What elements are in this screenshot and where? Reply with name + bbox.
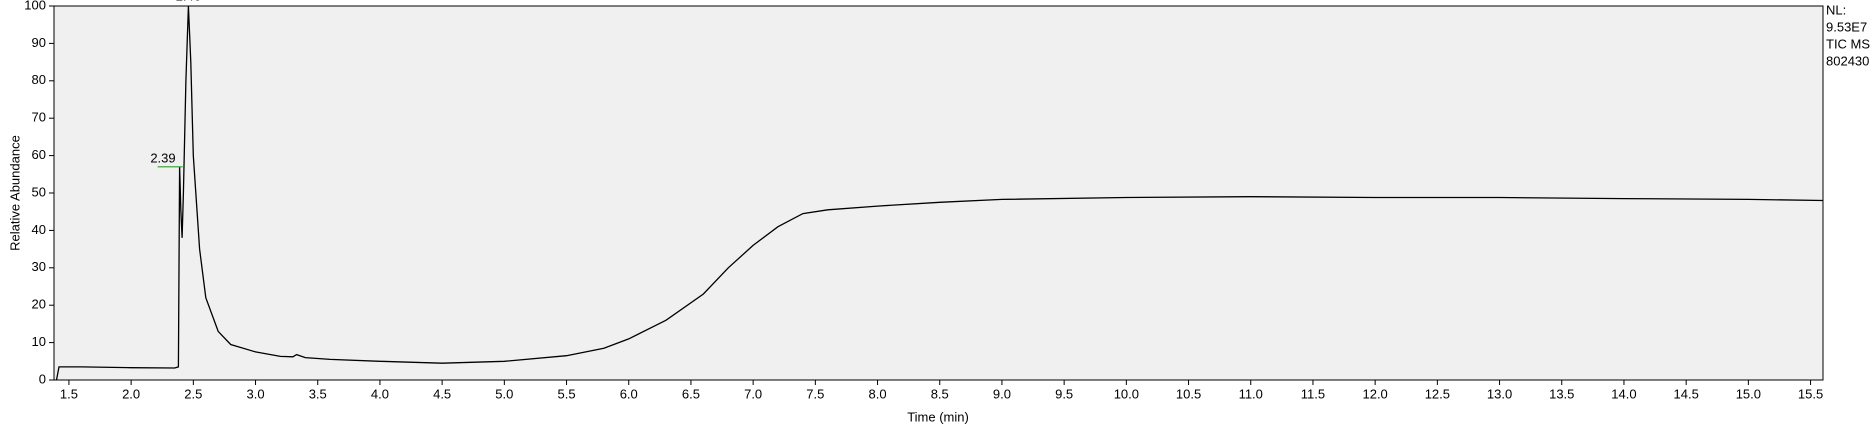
x-tick-label: 2.0 <box>122 386 140 401</box>
x-tick-label: 8.5 <box>931 386 949 401</box>
plot-area <box>53 5 1824 381</box>
x-tick-label: 13.5 <box>1549 386 1574 401</box>
y-tick-label: 90 <box>32 35 46 50</box>
info-text: TIC MS <box>1826 36 1870 51</box>
x-tick-label: 14.0 <box>1611 386 1636 401</box>
y-tick-label: 80 <box>32 72 46 87</box>
x-tick-label: 9.5 <box>1055 386 1073 401</box>
x-tick-label: 6.0 <box>620 386 638 401</box>
x-tick-label: 11.5 <box>1301 386 1325 401</box>
x-tick-label: 9.0 <box>993 386 1011 401</box>
x-tick-label: 10.5 <box>1176 386 1201 401</box>
x-tick-label: 12.0 <box>1362 386 1387 401</box>
y-tick-label: 70 <box>32 110 46 125</box>
x-tick-label: 4.5 <box>433 386 451 401</box>
x-tick-label: 7.0 <box>744 386 762 401</box>
y-tick-label: 100 <box>24 0 46 12</box>
x-tick-label: 8.0 <box>869 386 887 401</box>
x-axis-label: Time (min) <box>907 409 969 424</box>
x-tick-label: 11.0 <box>1239 386 1263 401</box>
x-tick-label: 12.5 <box>1425 386 1450 401</box>
y-tick-label: 50 <box>32 184 46 199</box>
x-tick-label: 15.5 <box>1798 386 1823 401</box>
peak-label: 2.39 <box>150 150 175 165</box>
chromatogram-line <box>55 5 1824 381</box>
y-tick-label: 20 <box>32 297 46 312</box>
x-tick-label: 7.5 <box>806 386 824 401</box>
x-tick-label: 4.0 <box>371 386 389 401</box>
y-tick-label: 60 <box>32 147 46 162</box>
y-tick-label: 10 <box>32 334 46 349</box>
x-tick-label: 14.5 <box>1674 386 1699 401</box>
x-tick-label: 10.0 <box>1114 386 1139 401</box>
x-tick-label: 5.5 <box>557 386 575 401</box>
x-tick-label: 3.0 <box>246 386 264 401</box>
y-tick-label: 30 <box>32 259 46 274</box>
y-tick-label: 0 <box>39 371 46 386</box>
x-tick-label: 3.5 <box>309 386 327 401</box>
peak-label: 2.46 <box>176 0 201 3</box>
x-tick-label: 2.5 <box>184 386 202 401</box>
x-tick-label: 13.0 <box>1487 386 1512 401</box>
x-tick-label: 5.0 <box>495 386 513 401</box>
x-tick-label: 6.5 <box>682 386 700 401</box>
x-tick-label: 15.0 <box>1736 386 1761 401</box>
info-text: 802430 <box>1826 53 1869 68</box>
info-text: NL: <box>1826 2 1846 17</box>
info-text: 9.53E7 <box>1826 19 1867 34</box>
x-tick-label: 1.5 <box>60 386 78 401</box>
y-axis-label: Relative Abundance <box>7 135 22 251</box>
y-tick-label: 40 <box>32 222 46 237</box>
